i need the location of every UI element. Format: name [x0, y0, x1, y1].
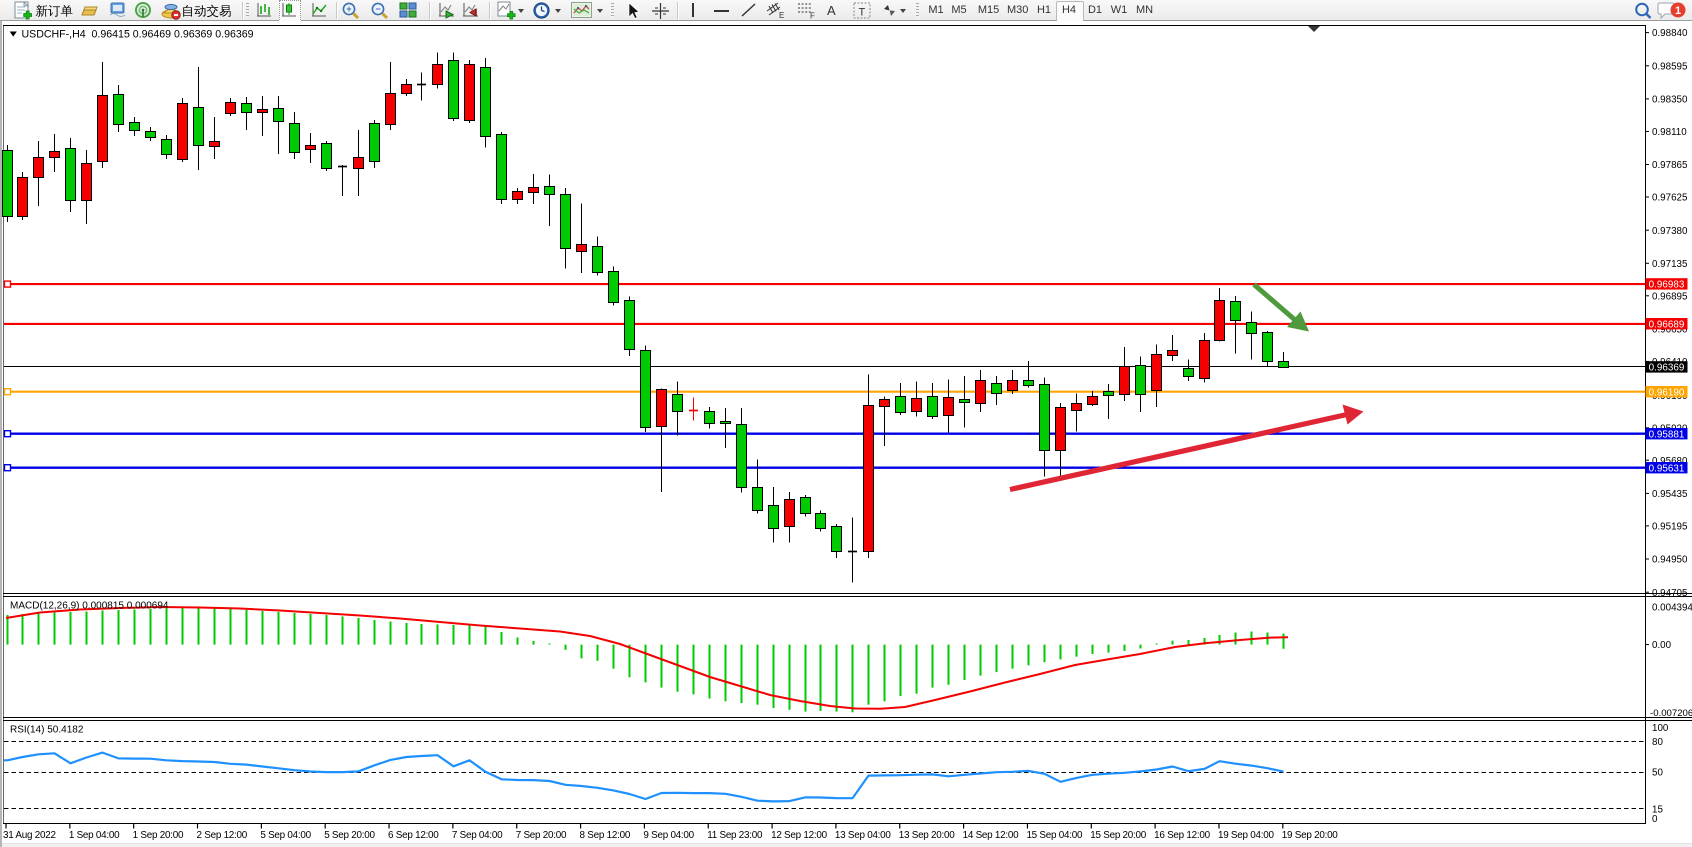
svg-text:0.00: 0.00: [1652, 640, 1672, 651]
svg-text:0.97135: 0.97135: [1652, 259, 1688, 270]
svg-text:1: 1: [1675, 5, 1681, 17]
svg-text:0.95881: 0.95881: [1649, 429, 1685, 440]
svg-text:MACD(12,26,9) 0.000815 0.00069: MACD(12,26,9) 0.000815 0.000694: [10, 601, 169, 612]
svg-text:0.98350: 0.98350: [1652, 95, 1688, 106]
svg-text:6 Sep 12:00: 6 Sep 12:00: [388, 830, 439, 841]
svg-text:0.004394: 0.004394: [1652, 603, 1692, 614]
svg-text:19 Sep 20:00: 19 Sep 20:00: [1282, 830, 1339, 841]
svg-text:0.95435: 0.95435: [1652, 489, 1688, 500]
svg-text:0.95680: 0.95680: [1652, 456, 1688, 467]
svg-text:-0.007206: -0.007206: [1650, 708, 1692, 719]
svg-text:0.96369: 0.96369: [1649, 363, 1685, 374]
svg-text:100: 100: [1652, 723, 1669, 734]
svg-text:0.97865: 0.97865: [1652, 160, 1688, 171]
svg-text:8 Sep 12:00: 8 Sep 12:00: [580, 830, 631, 841]
svg-text:11 Sep 23:00: 11 Sep 23:00: [707, 830, 763, 841]
svg-text:80: 80: [1652, 737, 1663, 748]
svg-text:0.98840: 0.98840: [1652, 28, 1688, 39]
svg-text:0.95631: 0.95631: [1649, 463, 1685, 474]
svg-text:50: 50: [1652, 768, 1663, 779]
svg-text:0.96895: 0.96895: [1652, 291, 1688, 302]
svg-text:0: 0: [1652, 814, 1658, 825]
svg-text:19 Sep 04:00: 19 Sep 04:00: [1218, 830, 1275, 841]
svg-text:0.94950: 0.94950: [1652, 555, 1688, 566]
svg-text:RSI(14) 50.4182: RSI(14) 50.4182: [10, 725, 84, 736]
svg-text:7 Sep 04:00: 7 Sep 04:00: [452, 830, 503, 841]
svg-text:13 Sep 20:00: 13 Sep 20:00: [899, 830, 956, 841]
svg-text:0.97380: 0.97380: [1652, 226, 1688, 237]
svg-text:0.96190: 0.96190: [1649, 387, 1685, 398]
svg-text:31 Aug 2022: 31 Aug 2022: [3, 830, 56, 841]
svg-text:−: −: [375, 4, 380, 14]
svg-text:0.95195: 0.95195: [1652, 522, 1688, 533]
svg-text:0.98110: 0.98110: [1652, 127, 1687, 138]
svg-text:9 Sep 04:00: 9 Sep 04:00: [643, 830, 694, 841]
svg-text:0.96689: 0.96689: [1649, 319, 1685, 330]
svg-text:0.97625: 0.97625: [1652, 193, 1688, 204]
svg-text:16 Sep 12:00: 16 Sep 12:00: [1154, 830, 1211, 841]
svg-text:12 Sep 12:00: 12 Sep 12:00: [771, 830, 828, 841]
svg-text:1 Sep 20:00: 1 Sep 20:00: [133, 830, 184, 841]
svg-text:F: F: [810, 12, 815, 21]
svg-text:0.96650: 0.96650: [1652, 325, 1688, 336]
svg-text:5 Sep 04:00: 5 Sep 04:00: [260, 830, 311, 841]
svg-text:0.96983: 0.96983: [1649, 280, 1685, 291]
svg-text:13 Sep 04:00: 13 Sep 04:00: [835, 830, 892, 841]
svg-text:2 Sep 12:00: 2 Sep 12:00: [197, 830, 248, 841]
svg-text:14 Sep 12:00: 14 Sep 12:00: [963, 830, 1020, 841]
svg-text:7 Sep 20:00: 7 Sep 20:00: [516, 830, 567, 841]
svg-text:0.94705: 0.94705: [1652, 588, 1688, 599]
svg-text:E: E: [779, 11, 784, 20]
svg-text:+: +: [346, 4, 351, 14]
svg-text:15 Sep 04:00: 15 Sep 04:00: [1026, 830, 1083, 841]
svg-text:15 Sep 20:00: 15 Sep 20:00: [1090, 830, 1147, 841]
svg-text:15: 15: [1652, 805, 1663, 816]
svg-text:T: T: [859, 7, 866, 19]
svg-text:5 Sep 20:00: 5 Sep 20:00: [324, 830, 375, 841]
svg-text:0.98595: 0.98595: [1652, 61, 1688, 72]
svg-text:USDCHF-,H4 0.96415 0.96469 0.: USDCHF-,H4 0.96415 0.96469 0.96369 0.963…: [22, 29, 254, 41]
svg-text:1 Sep 04:00: 1 Sep 04:00: [69, 830, 120, 841]
